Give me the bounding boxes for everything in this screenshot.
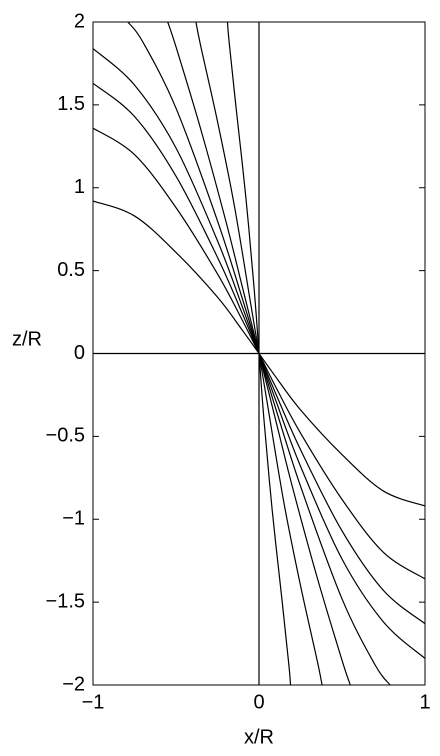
y-tick-label: 1 <box>74 176 85 198</box>
curve <box>92 48 260 354</box>
y-tick-label: 0.5 <box>57 259 85 281</box>
x-tick-label: 0 <box>253 691 264 713</box>
curve <box>92 200 260 354</box>
curve <box>92 127 260 354</box>
x-tick-label: −1 <box>82 691 105 713</box>
y-tick-label: −2 <box>62 673 85 695</box>
curve <box>195 21 260 354</box>
curve <box>258 353 426 580</box>
curve <box>258 353 391 686</box>
y-tick-label: 0 <box>74 342 85 364</box>
curve <box>258 353 323 686</box>
curve <box>258 353 426 507</box>
curve <box>92 82 260 354</box>
y-tick-label: −1 <box>62 508 85 530</box>
y-tick-label: −0.5 <box>46 425 85 447</box>
y-tick-label: −1.5 <box>46 590 85 612</box>
y-axis-label: z/R <box>12 328 42 350</box>
x-tick-label: 1 <box>419 691 430 713</box>
curve <box>127 21 260 354</box>
curve <box>226 21 260 354</box>
y-tick-label: 1.5 <box>57 93 85 115</box>
x-axis-label: x/R <box>244 726 274 748</box>
curve <box>258 353 426 659</box>
curve <box>258 353 426 625</box>
curve <box>258 353 351 686</box>
y-tick-label: 2 <box>74 10 85 32</box>
curve <box>258 353 292 686</box>
curve <box>167 21 260 354</box>
